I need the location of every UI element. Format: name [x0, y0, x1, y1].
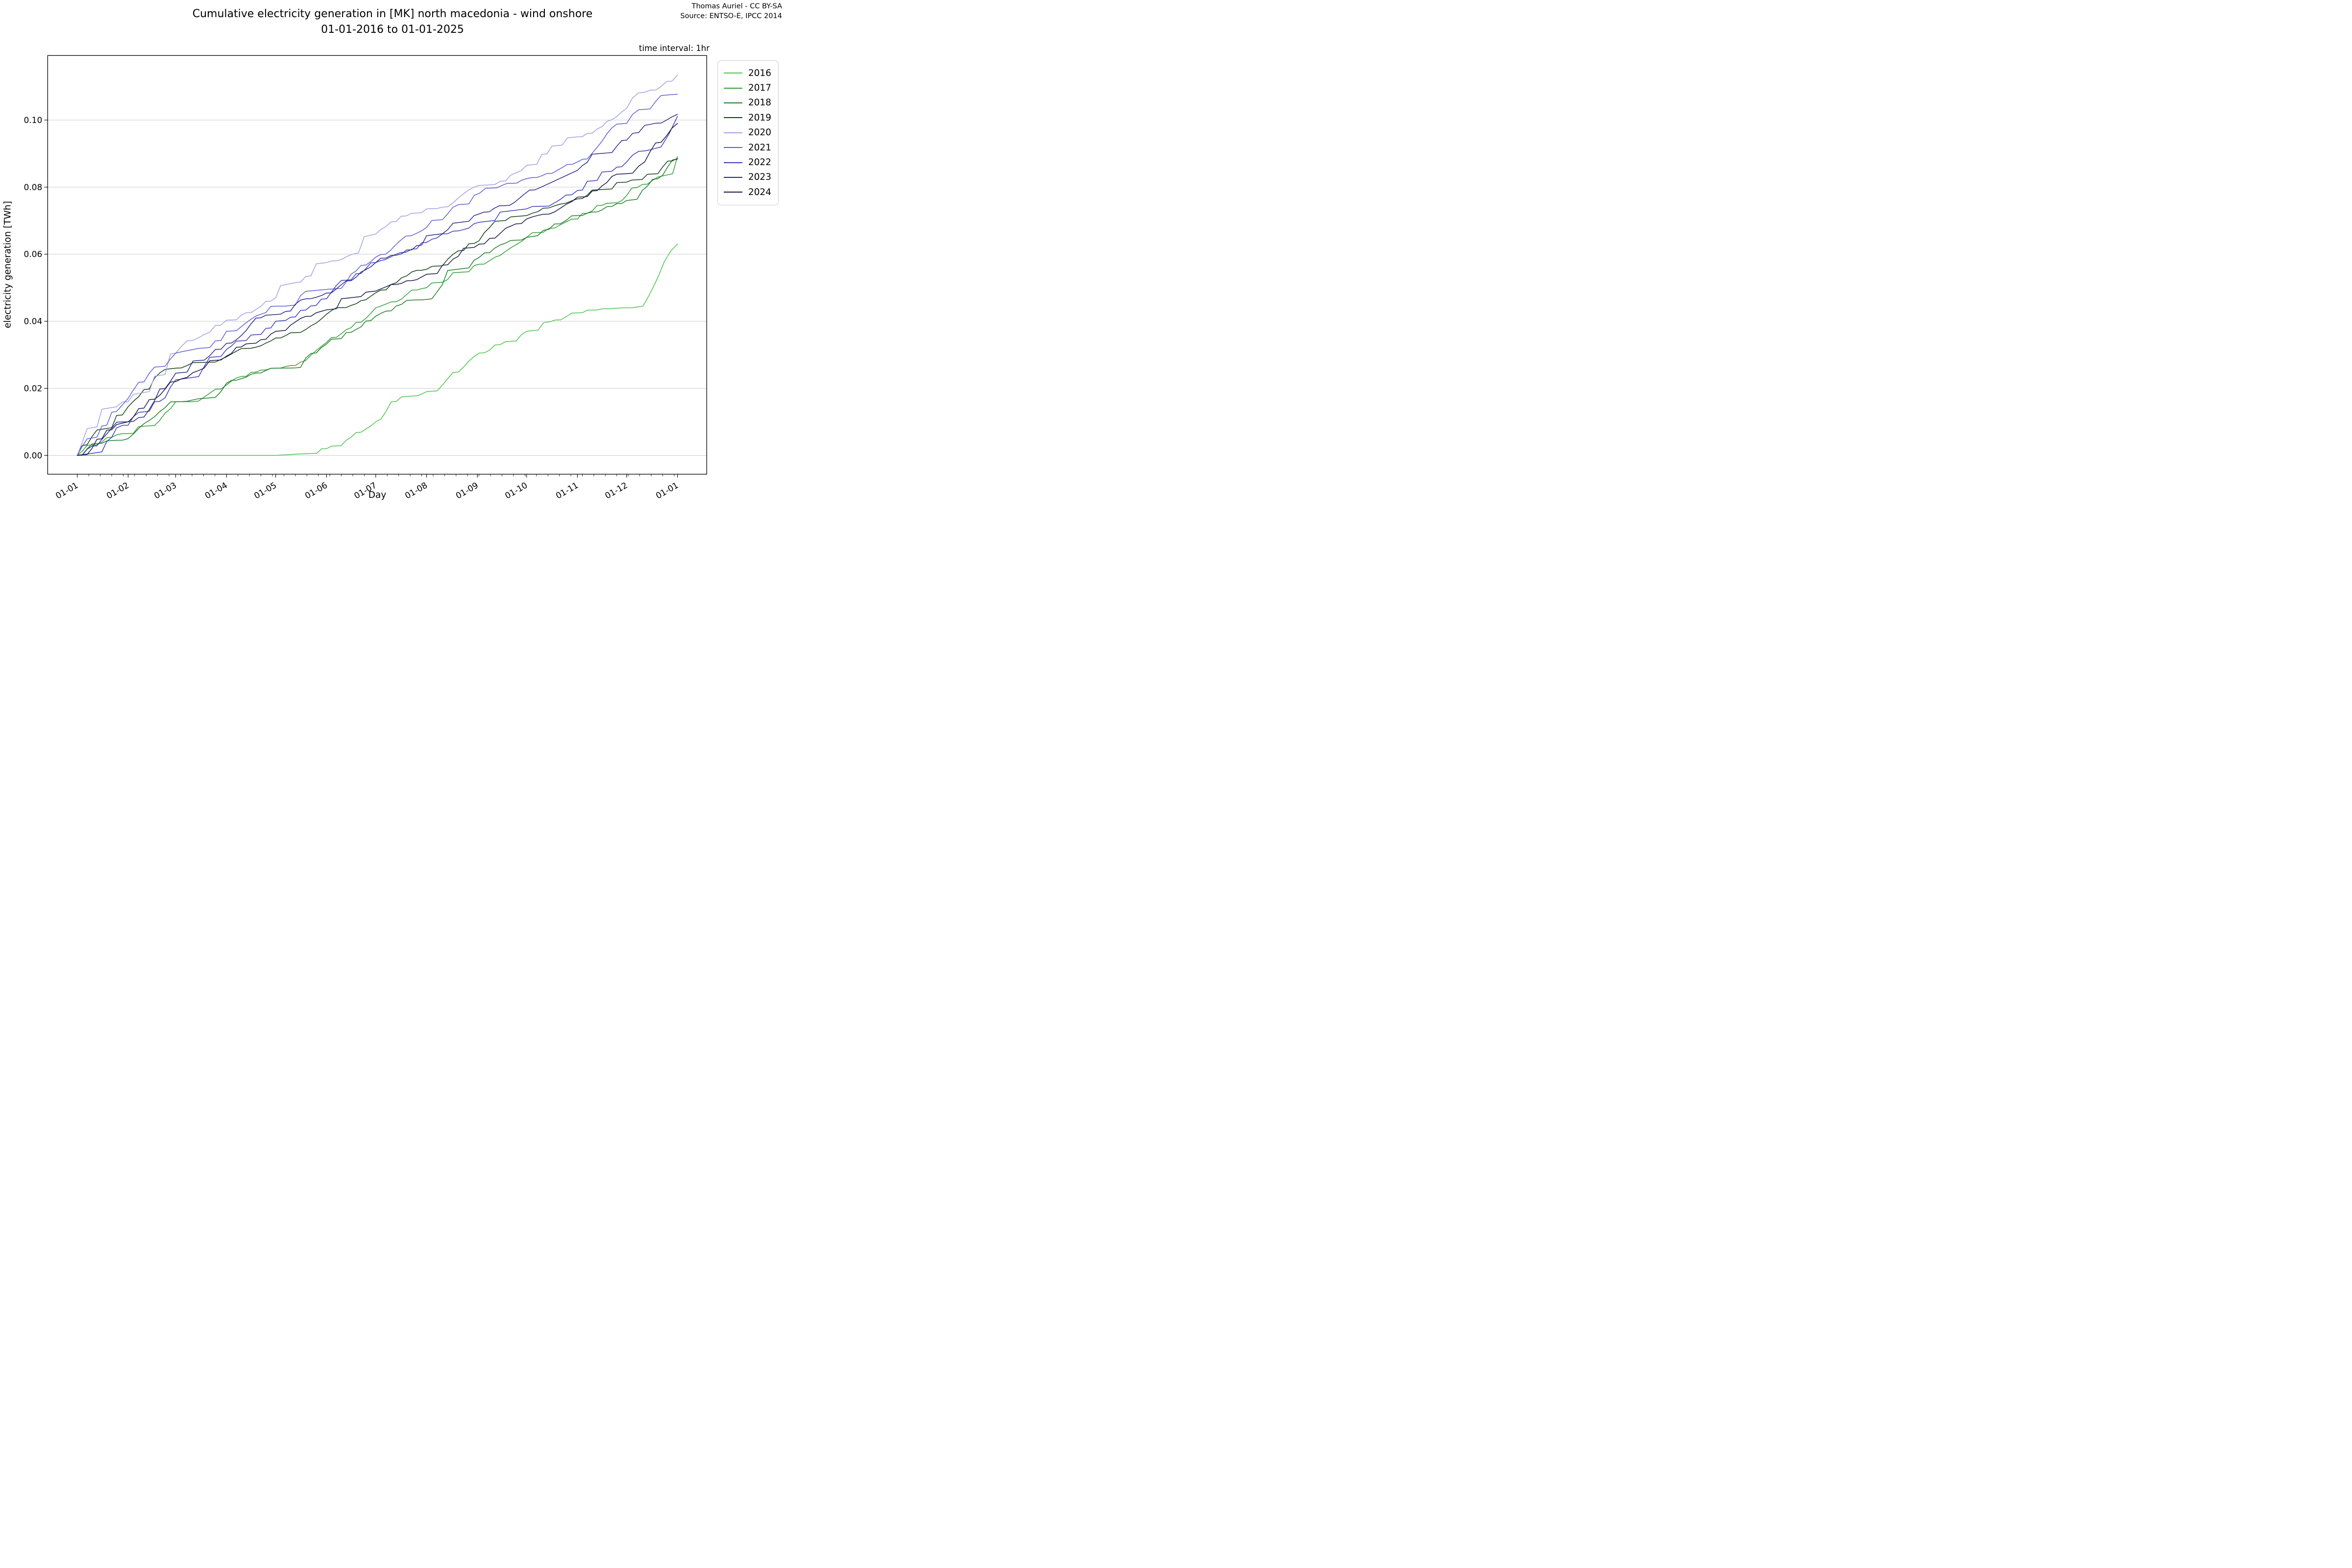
legend-item-2020: 2020 [724, 125, 771, 140]
legend-label-2022: 2022 [748, 157, 772, 168]
legend-swatch-2016 [724, 73, 742, 74]
chart-title: Cumulative electricity generation in [MK… [193, 6, 593, 38]
x-tick-label-3: 01-04 [203, 481, 229, 501]
legend-label-2016: 2016 [748, 68, 772, 78]
legend-swatch-2021 [724, 147, 742, 148]
series-line-2019 [76, 158, 678, 456]
series-line-2020 [76, 74, 678, 456]
plot-area: 0.00 0.02 0.04 0.06 0.08 0.10 01-01 01-02 01-03 0… [24, 55, 707, 501]
x-tick-label-9: 01-10 [503, 481, 529, 501]
attribution-author: Thomas Auriel - CC BY-SA [691, 2, 782, 10]
plot-spines [47, 55, 707, 475]
legend-label-2020: 2020 [748, 127, 772, 138]
x-tick-label-7: 01-08 [403, 481, 429, 501]
x-tick-label-4: 01-05 [252, 481, 278, 501]
x-tick-label-2: 01-03 [152, 481, 178, 501]
figure-canvas: Cumulative electricity generation in [MK… [0, 0, 784, 523]
legend-item-2016: 2016 [724, 66, 771, 80]
y-tick-label-0.08: 0.08 [24, 183, 42, 193]
legend-label-2021: 2021 [748, 142, 772, 153]
x-tick-label-12: 01-01 [654, 481, 680, 501]
legend-label-2018: 2018 [748, 98, 772, 108]
attribution-source: Source: ENTSO-E, IPCC 2014 [680, 12, 782, 21]
legend-item-2023: 2023 [724, 170, 771, 185]
y-tick-label-0.10: 0.10 [24, 116, 42, 125]
legend-swatch-2020 [724, 132, 742, 133]
legend-label-2023: 2023 [748, 172, 772, 183]
time-interval-note: time interval: 1hr [639, 44, 710, 53]
x-tick-label-11: 01-12 [604, 481, 630, 501]
series-line-2018 [76, 159, 678, 456]
legend-swatch-2019 [724, 117, 742, 119]
attribution: Thomas Auriel - CC BY-SA Source: ENTSO-E… [680, 1, 782, 22]
legend-item-2018: 2018 [724, 96, 771, 110]
legend-label-2024: 2024 [748, 187, 772, 197]
y-tick-label-0.06: 0.06 [24, 250, 42, 260]
x-tick-label-10: 01-11 [554, 481, 580, 501]
chart-title-line1: Cumulative electricity generation in [MK… [192, 8, 593, 20]
x-tick-label-8: 01-09 [454, 481, 480, 501]
x-tick-label-1: 01-02 [105, 481, 131, 501]
legend-swatch-2023 [724, 176, 742, 178]
legend-swatch-2018 [724, 102, 742, 103]
legend-item-2021: 2021 [724, 140, 771, 155]
legend-item-2024: 2024 [724, 185, 771, 199]
x-axis-label: Day [368, 490, 387, 500]
series-line-2024 [76, 123, 678, 456]
legend-label-2017: 2017 [748, 83, 772, 94]
series-line-2021 [76, 94, 678, 456]
series-line-2017 [76, 156, 678, 456]
legend-swatch-2017 [724, 87, 742, 89]
legend-item-2017: 2017 [724, 80, 771, 95]
chart-title-line2: 01-01-2016 to 01-01-2025 [321, 23, 464, 36]
y-tick-label-0.04: 0.04 [24, 317, 42, 327]
legend-swatch-2022 [724, 162, 742, 163]
series-line-2016 [76, 244, 678, 456]
legend-item-2019: 2019 [724, 110, 771, 125]
y-tick-label-0.00: 0.00 [24, 451, 42, 461]
series-line-2022 [76, 116, 678, 456]
legend: 2016 2017 2018 2019 2020 2021 2022 2023 2024 [717, 60, 779, 205]
x-tick-label-0: 01-01 [54, 481, 80, 501]
x-tick-label-5: 01-06 [303, 481, 329, 501]
y-axis-label: electricity generation [TWh] [2, 201, 13, 328]
series-line-2023 [76, 114, 678, 456]
legend-item-2022: 2022 [724, 155, 771, 170]
legend-label-2019: 2019 [748, 112, 772, 123]
y-tick-label-0.02: 0.02 [24, 384, 42, 393]
legend-swatch-2024 [724, 192, 742, 193]
